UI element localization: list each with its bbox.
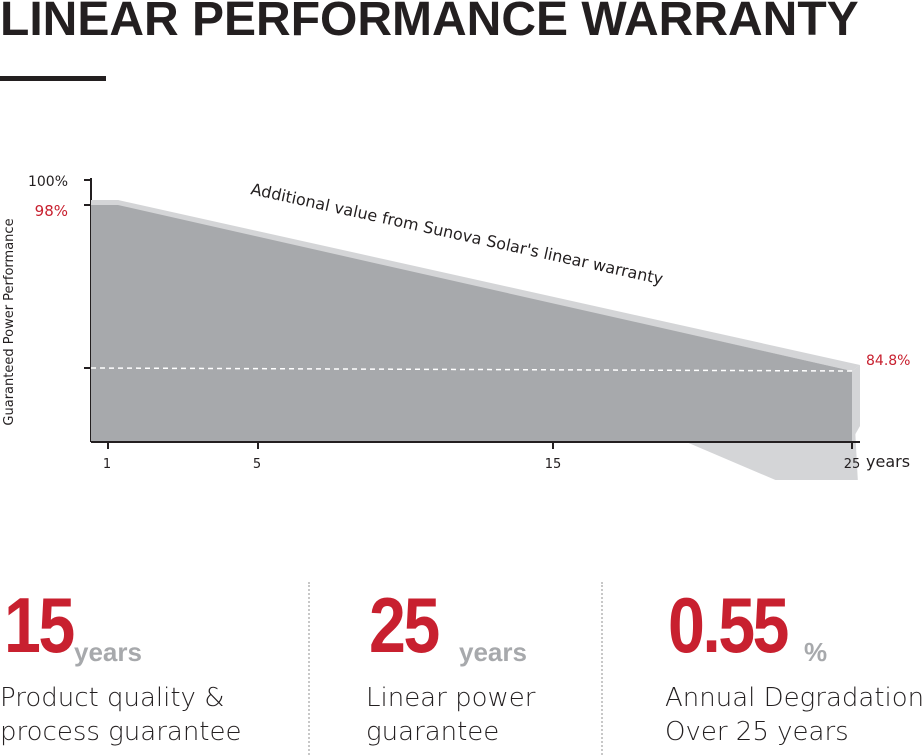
stat-line-2: Over 25 years [665, 717, 849, 747]
x-tick-label-5: 5 [253, 457, 261, 472]
stat-description: Annual Degradation Over 25 years [665, 681, 923, 749]
warranty-chart: 100% 98% 84.8% Guaranteed Power Performa… [2, 174, 910, 480]
divider [601, 582, 603, 755]
stat-line-1: Product quality & [0, 683, 225, 713]
stat-value: 0.55 [668, 581, 789, 669]
stat-description: Linear power guarantee [366, 681, 535, 749]
title-underline [0, 76, 106, 81]
x-tick-label-15: 15 [545, 457, 562, 472]
end-value-label: 84.8% [866, 353, 910, 369]
stat-linear-guarantee: 25 years Linear power guarantee [366, 581, 535, 747]
stat-description: Product quality & process guarantee [0, 681, 241, 749]
performance-area [91, 205, 852, 442]
band-right-face [852, 365, 860, 440]
stat-line-1: Linear power [366, 683, 536, 713]
divider [308, 582, 310, 755]
y-axis-label: Guaranteed Power Performance [2, 218, 17, 425]
x-tick-label-25: 25 [844, 457, 861, 472]
dashed-reference-line [90, 367, 853, 372]
stat-line-1: Annual Degradation [665, 683, 923, 713]
stat-line-2: process guarantee [0, 717, 242, 747]
page-title: LINEAR PERFORMANCE WARRANTY [0, 0, 859, 46]
stat-value: 15 [4, 581, 75, 669]
stat-product-guarantee: 15 years Product quality & process guara… [0, 581, 241, 747]
stat-value: 25 [369, 581, 440, 669]
stat-annual-degradation: 0.55 % Annual Degradation Over 25 years [665, 581, 923, 747]
stat-unit: years [459, 637, 527, 667]
stat-unit: % [804, 637, 828, 667]
x-tick-label-1: 1 [103, 457, 111, 472]
x-axis-label: years [866, 452, 910, 471]
y-tick-label-100: 100% [28, 174, 68, 190]
stat-unit: years [74, 637, 142, 667]
y-tick-label-98: 98% [35, 202, 68, 220]
stat-line-2: guarantee [366, 717, 500, 747]
